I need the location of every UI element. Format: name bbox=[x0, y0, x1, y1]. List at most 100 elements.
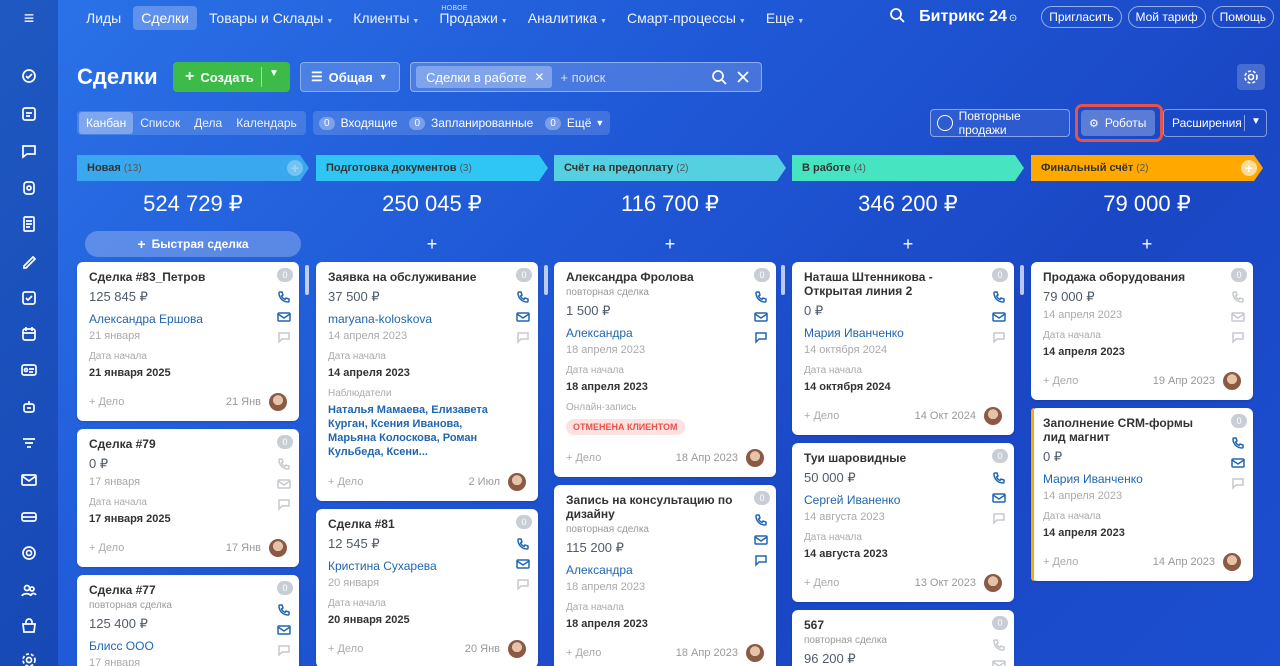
deal-contact-link[interactable]: Александра Ершова bbox=[89, 312, 203, 326]
clear-icon[interactable] bbox=[735, 69, 751, 85]
sign-icon[interactable] bbox=[17, 249, 41, 273]
robot-icon[interactable] bbox=[17, 395, 41, 419]
chat-icon[interactable] bbox=[516, 577, 530, 591]
add-activity-link[interactable]: + Дело bbox=[89, 542, 125, 554]
add-activity-link[interactable]: + Дело bbox=[804, 577, 840, 589]
phone-icon[interactable] bbox=[754, 513, 768, 527]
avatar[interactable] bbox=[269, 539, 287, 557]
avatar[interactable] bbox=[984, 407, 1002, 425]
deal-card[interactable]: Продажа оборудования 79 000 ₽ 14 апреля 20… bbox=[1031, 262, 1253, 400]
chat-icon[interactable] bbox=[277, 497, 291, 511]
column-scrollbar[interactable] bbox=[305, 265, 309, 295]
contact-center-icon[interactable] bbox=[17, 176, 41, 200]
counter-0[interactable]: 0 Входящие bbox=[319, 116, 397, 130]
deal-card[interactable]: Туи шаровидные 50 000 ₽ Сергей Иваненко 14 … bbox=[792, 443, 1014, 602]
brand-logo[interactable]: Битрикс 24 ⊙ bbox=[919, 8, 1017, 26]
chat-icon[interactable] bbox=[992, 511, 1006, 525]
view-tab-2[interactable]: Дела bbox=[194, 116, 223, 130]
chat-icon[interactable] bbox=[17, 139, 41, 163]
observers-list[interactable]: Наталья Мамаева, Елизавета Курган, Ксени… bbox=[328, 404, 488, 458]
nav-item-4[interactable]: Продажи ▼ НОВОЕ bbox=[431, 5, 515, 30]
repeat-sales-button[interactable]: Повторные продажи bbox=[930, 109, 1070, 137]
add-activity-link[interactable]: + Дело bbox=[566, 452, 602, 464]
avatar[interactable] bbox=[269, 393, 287, 411]
shop-icon[interactable] bbox=[17, 614, 41, 638]
deal-title[interactable]: Заявка на обслуживание bbox=[328, 270, 477, 284]
phone-icon[interactable] bbox=[1231, 290, 1245, 304]
add-activity-link[interactable]: + Дело bbox=[328, 476, 364, 488]
add-activity-link[interactable]: + Дело bbox=[328, 643, 364, 655]
deal-card[interactable]: Сделка #77 повторная сделка 125 400 ₽ Блисс… bbox=[77, 575, 299, 666]
deal-title[interactable]: Александра Фролова bbox=[566, 270, 694, 284]
mail-icon[interactable] bbox=[17, 468, 41, 492]
stage-header[interactable]: Новая (13) + bbox=[77, 155, 309, 181]
deal-title[interactable]: Сделка #81 bbox=[328, 517, 395, 531]
nav-item-1[interactable]: Сделки bbox=[133, 6, 197, 30]
mail-icon[interactable] bbox=[754, 310, 768, 324]
preset-filter-button[interactable]: ☰ Общая ▼ bbox=[300, 62, 400, 92]
add-activity-link[interactable]: + Дело bbox=[1043, 556, 1079, 568]
stage-header[interactable]: Счёт на предоплату (2) bbox=[554, 155, 786, 181]
add-activity-link[interactable]: + Дело bbox=[1043, 375, 1079, 387]
column-scrollbar[interactable] bbox=[544, 265, 548, 295]
phone-icon[interactable] bbox=[277, 457, 291, 471]
group-icon[interactable] bbox=[17, 578, 41, 602]
deal-card[interactable]: 567 повторная сделка 96 200 ₽ 0 bbox=[792, 610, 1014, 666]
deal-title[interactable]: Наташа Штенникова - Открытая линия 2 bbox=[804, 270, 933, 298]
filter-chip[interactable]: Сделки в работе ✕ bbox=[416, 66, 553, 88]
phone-icon[interactable] bbox=[992, 290, 1006, 304]
chat-icon[interactable] bbox=[516, 330, 530, 344]
phone-icon[interactable] bbox=[992, 638, 1006, 652]
avatar[interactable] bbox=[508, 640, 526, 658]
search-icon[interactable] bbox=[711, 69, 727, 85]
stage-header[interactable]: В работе (4) bbox=[792, 155, 1024, 181]
deal-contact-link[interactable]: Мария Иванченко bbox=[804, 326, 904, 340]
search-icon[interactable] bbox=[889, 7, 909, 27]
quick-deal-button[interactable]: + Быстрая сделка bbox=[85, 231, 301, 257]
mail-icon[interactable] bbox=[516, 310, 530, 324]
settings-icon[interactable] bbox=[17, 648, 41, 666]
search-placeholder[interactable]: + поиск bbox=[560, 69, 606, 85]
phone-icon[interactable] bbox=[277, 603, 291, 617]
deal-title[interactable]: Сделка #77 bbox=[89, 583, 156, 597]
deal-contact-link[interactable]: Мария Иванченко bbox=[1043, 472, 1143, 486]
add-activity-link[interactable]: + Дело bbox=[804, 410, 840, 422]
add-deal-button[interactable]: + bbox=[902, 234, 914, 254]
deal-card[interactable]: Сделка #83_Петров 125 845 ₽ Александра Ерш… bbox=[77, 262, 299, 421]
deal-title[interactable]: 567 bbox=[804, 618, 825, 632]
phone-icon[interactable] bbox=[516, 290, 530, 304]
close-icon[interactable]: ✕ bbox=[534, 70, 545, 84]
add-deal-button[interactable]: + bbox=[426, 234, 438, 254]
avatar[interactable] bbox=[508, 473, 526, 491]
add-stage-icon[interactable]: + bbox=[1241, 160, 1257, 176]
nav-item-5[interactable]: Аналитика ▼ bbox=[520, 6, 615, 30]
chat-icon[interactable] bbox=[1231, 476, 1245, 490]
id-card-icon[interactable] bbox=[17, 358, 41, 382]
counter-1[interactable]: 0 Запланированные bbox=[409, 116, 533, 130]
deal-title[interactable]: Сделка #83_Петров bbox=[89, 270, 206, 284]
add-activity-link[interactable]: + Дело bbox=[89, 396, 125, 408]
mail-icon[interactable] bbox=[992, 491, 1006, 505]
nav-item-7[interactable]: Еще ▼ bbox=[758, 6, 812, 30]
help-button[interactable]: Помощь bbox=[1211, 6, 1274, 28]
add-activity-link[interactable]: + Дело bbox=[566, 647, 602, 659]
deal-card[interactable]: Наташа Штенникова - Открытая линия 2 0 ₽ М… bbox=[792, 262, 1014, 435]
robots-button[interactable]: ⚙ Роботы bbox=[1081, 110, 1155, 136]
view-tab-1[interactable]: Список bbox=[140, 116, 181, 130]
stage-header[interactable]: Финальный счёт (2) + bbox=[1031, 155, 1263, 181]
mail-icon[interactable] bbox=[1231, 310, 1245, 324]
deal-title[interactable]: Запись на консультацию по дизайну bbox=[566, 493, 733, 521]
chevron-down-icon[interactable]: ▼ bbox=[1251, 116, 1261, 127]
deal-contact-link[interactable]: Кристина Сухарева bbox=[328, 559, 437, 573]
mail-icon[interactable] bbox=[754, 533, 768, 547]
deal-title[interactable]: Туи шаровидные bbox=[804, 451, 907, 465]
phone-icon[interactable] bbox=[754, 290, 768, 304]
chat-icon[interactable] bbox=[754, 553, 768, 567]
nav-item-3[interactable]: Клиенты ▼ bbox=[345, 6, 427, 30]
deal-contact-link[interactable]: maryana-koloskova bbox=[328, 312, 433, 326]
mail-icon[interactable] bbox=[277, 623, 291, 637]
settings-button[interactable] bbox=[1237, 64, 1265, 90]
view-tab-3[interactable]: Календарь bbox=[236, 116, 297, 130]
deal-title[interactable]: Заполнение CRM-формы лид магнит bbox=[1043, 416, 1193, 444]
tariff-button[interactable]: Мой тариф bbox=[1127, 6, 1206, 28]
